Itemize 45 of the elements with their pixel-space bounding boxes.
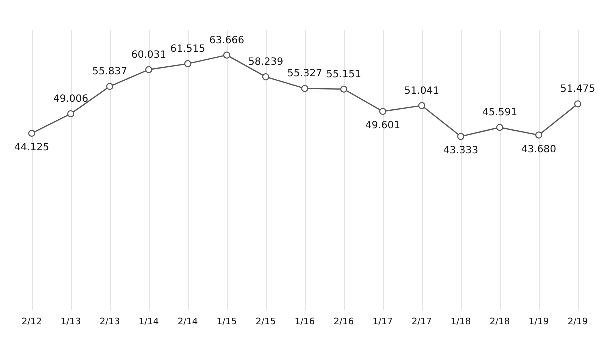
data-label: 51.041 [404, 86, 440, 97]
data-label: 60.031 [132, 50, 166, 61]
data-label: 49.006 [54, 94, 88, 105]
point [380, 108, 386, 116]
x-tick-label: 1/18 [450, 318, 472, 328]
data-label: 44.125 [14, 142, 50, 154]
data-label: 55.327 [288, 68, 322, 80]
point [106, 83, 114, 90]
data-label: 43.333 [444, 146, 478, 157]
x-tick-label: 1/13 [60, 318, 82, 328]
x-tick-label: 1/14 [138, 318, 160, 328]
data-label: 63.666 [210, 35, 244, 46]
point [146, 66, 152, 74]
x-tick-label: 2/19 [568, 318, 588, 328]
point [224, 52, 230, 59]
x-tick-label: 2/18 [490, 318, 510, 328]
data-label: 43.680 [522, 144, 556, 156]
data-label: 49.601 [366, 120, 400, 132]
point [68, 110, 74, 118]
x-tick-label: 1/19 [528, 318, 550, 328]
point [28, 130, 36, 137]
data-label: 55.151 [326, 69, 362, 80]
x-tick-label: 2/17 [412, 318, 432, 328]
point [262, 74, 270, 81]
point [184, 60, 192, 68]
data-label: 55.837 [92, 66, 128, 78]
data-label: 51.475 [560, 84, 596, 96]
x-tick-label: 2/16 [334, 318, 354, 328]
x-tick-label: 2/12 [22, 318, 42, 328]
x-tick-label: 1/15 [216, 318, 238, 328]
x-tick-label: 2/15 [256, 318, 276, 328]
point [536, 132, 542, 139]
point [418, 102, 426, 110]
point [302, 85, 308, 92]
data-label: 61.515 [170, 44, 206, 55]
point [458, 133, 464, 140]
x-tick-label: 2/14 [178, 318, 198, 328]
point [340, 86, 348, 93]
x-tick-label: 1/16 [294, 318, 316, 328]
data-label: 58.239 [248, 57, 284, 68]
data-label: 45.591 [482, 108, 518, 119]
point [496, 124, 504, 132]
x-tick-label: 2/13 [100, 318, 120, 328]
point [574, 100, 582, 108]
x-tick-label: 1/17 [372, 318, 394, 328]
